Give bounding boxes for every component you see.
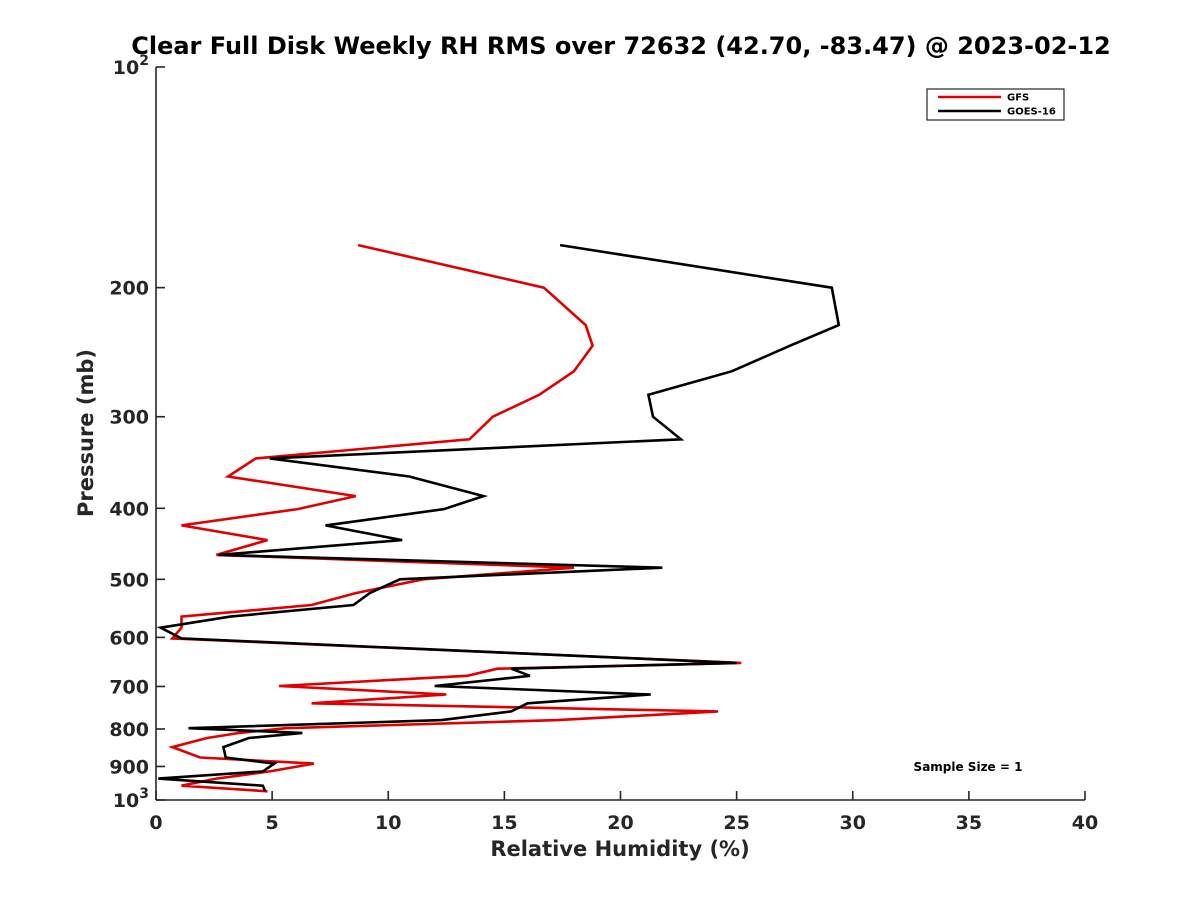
x-tick-label: 40: [1072, 812, 1098, 834]
y-tick-label: 400: [109, 498, 149, 520]
x-ticks: 0 5 10 15 20 25 30 35 40: [149, 791, 1098, 834]
series-line-goes-16: [156, 243, 841, 792]
plot-area: 0 5 10 15 20 25 30 35 40 10220030040050060070080…: [109, 53, 1098, 834]
y-tick-label: 200: [109, 278, 149, 300]
x-tick-label: 30: [840, 812, 866, 834]
y-tick-exponent: 2: [139, 53, 149, 69]
x-tick-label: 10: [375, 812, 401, 834]
y-tick-exponent: 3: [139, 786, 149, 802]
x-tick-label: 0: [149, 812, 162, 834]
y-tick-label: 300: [109, 407, 149, 429]
y-tick-label: 103: [113, 786, 149, 812]
chart-title: Clear Full Disk Weekly RH RMS over 72632…: [131, 32, 1111, 60]
x-tick-label: 15: [491, 812, 517, 834]
y-tick-label: 700: [109, 676, 149, 698]
x-tick-label: 20: [607, 812, 633, 834]
series-line-gfs: [168, 243, 742, 793]
legend-entries: GFS GOES-16: [938, 93, 1056, 118]
sample-size-annotation: Sample Size = 1: [914, 760, 1023, 774]
y-axis-label: Pressure (mb): [74, 349, 98, 517]
y-tick-base: 10: [113, 790, 139, 812]
y-tick-label: 800: [109, 719, 149, 741]
legend: GFS GOES-16: [926, 88, 1065, 121]
x-tick-label: 35: [956, 812, 982, 834]
x-tick-label: 25: [723, 812, 749, 834]
y-tick-base: 10: [113, 57, 139, 79]
legend-label: GOES-16: [1007, 107, 1056, 118]
x-tick-label: 5: [266, 812, 279, 834]
legend-label: GFS: [1007, 93, 1029, 104]
y-tick-label: 900: [109, 756, 149, 778]
y-tick-label: 102: [113, 53, 149, 79]
x-axis-label: Relative Humidity (%): [490, 837, 749, 861]
series-layer: [156, 243, 841, 793]
legend-box: [926, 88, 1065, 121]
y-tick-label: 600: [109, 627, 149, 649]
y-tick-label: 500: [109, 569, 149, 591]
